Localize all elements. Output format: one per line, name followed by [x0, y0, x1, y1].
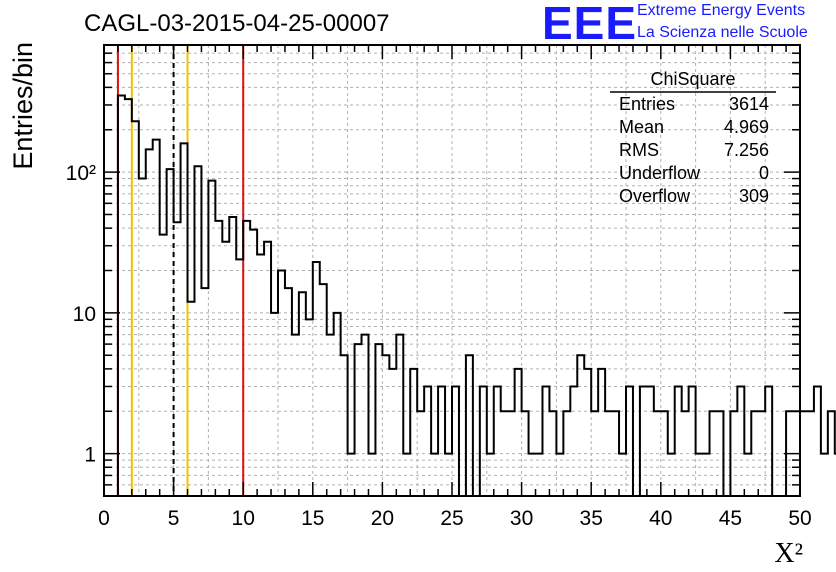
x-tick-label: 0: [98, 507, 110, 530]
y-tick-label: 1: [84, 444, 96, 467]
x-tick-label: 35: [580, 507, 603, 530]
x-tick-label: 25: [440, 507, 463, 530]
x-tick-labels: 0 5 10 15 20 25 30 35 40 45 50: [98, 507, 812, 530]
eee-logo: EEE: [542, 0, 638, 49]
x-tick-label: 50: [788, 507, 811, 530]
histogram-series: [104, 94, 836, 497]
stats-value: 0: [759, 163, 769, 183]
x-tick-label: 5: [168, 507, 180, 530]
y-tick-label: 10: [73, 303, 96, 326]
stats-label: Overflow: [619, 186, 691, 206]
stats-box: ChiSquare Entries 3614 Mean 4.969 RMS 7.256 Un…: [610, 69, 776, 206]
stats-value: 309: [739, 186, 769, 206]
x-tick-label: 30: [510, 507, 533, 530]
x-tick-label: 20: [371, 507, 394, 530]
y-tick-labels: 1 10 10²: [66, 162, 96, 467]
x-tick-label: 15: [301, 507, 324, 530]
stats-title: ChiSquare: [650, 69, 735, 89]
x-axis-title: X²: [774, 538, 803, 569]
logo-line-1: Extreme Energy Events: [637, 2, 806, 19]
stats-value: 7.256: [724, 140, 769, 160]
logo-line-2: La Scienza nelle Scuole: [637, 24, 808, 41]
stats-value: 4.969: [724, 117, 769, 137]
stats-value: 3614: [729, 94, 769, 114]
chart-title: CAGL-03-2015-04-25-00007: [84, 10, 390, 37]
stats-label: Underflow: [619, 163, 701, 183]
x-tick-label: 10: [232, 507, 255, 530]
stats-label: Entries: [619, 94, 675, 114]
stats-label: Mean: [619, 117, 664, 137]
grid: [104, 45, 800, 496]
x-tick-label: 40: [649, 507, 672, 530]
x-tick-label: 45: [719, 507, 742, 530]
y-axis-title: Entries/bin: [8, 42, 38, 170]
axis-ticks: [103, 45, 801, 496]
y-tick-label: 10²: [66, 162, 96, 185]
stats-label: RMS: [619, 140, 659, 160]
